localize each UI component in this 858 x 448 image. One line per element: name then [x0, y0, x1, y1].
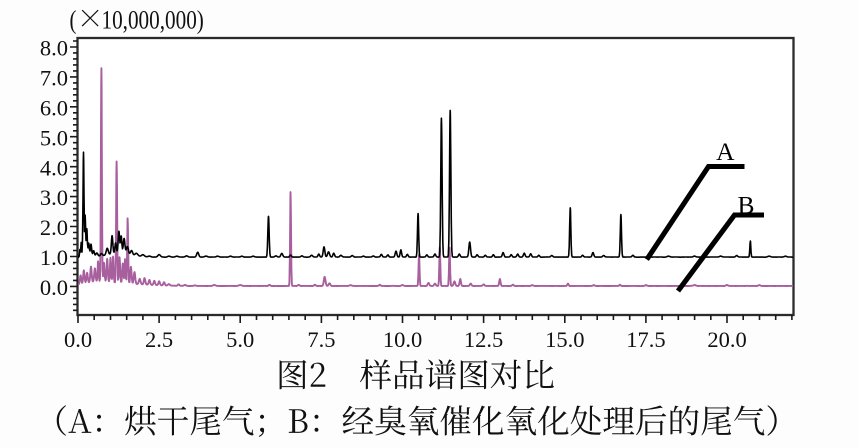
- svg-text:5.0: 5.0: [226, 327, 254, 352]
- svg-text:12.5: 12.5: [464, 327, 503, 352]
- svg-text:7.0: 7.0: [40, 66, 68, 91]
- svg-text:4.0: 4.0: [40, 155, 68, 180]
- svg-text:A: A: [716, 137, 735, 166]
- svg-text:7.5: 7.5: [307, 327, 335, 352]
- svg-text:2.0: 2.0: [40, 215, 68, 240]
- svg-text:10,000,000): 10,000,000): [102, 7, 204, 36]
- svg-text:5.0: 5.0: [40, 125, 68, 150]
- svg-text:0.0: 0.0: [40, 275, 68, 300]
- svg-text:6.0: 6.0: [40, 95, 68, 120]
- svg-text:B: B: [737, 191, 754, 220]
- svg-text:2.5: 2.5: [145, 327, 173, 352]
- svg-text:(: (: [70, 6, 77, 35]
- svg-text:0.0: 0.0: [64, 327, 92, 352]
- svg-text:20.0: 20.0: [707, 327, 746, 352]
- svg-text:8.0: 8.0: [40, 36, 68, 61]
- svg-text:1.0: 1.0: [40, 245, 68, 270]
- svg-text:17.5: 17.5: [626, 327, 665, 352]
- svg-text:15.0: 15.0: [545, 327, 584, 352]
- svg-text:10.0: 10.0: [383, 327, 422, 352]
- svg-text:3.0: 3.0: [40, 185, 68, 210]
